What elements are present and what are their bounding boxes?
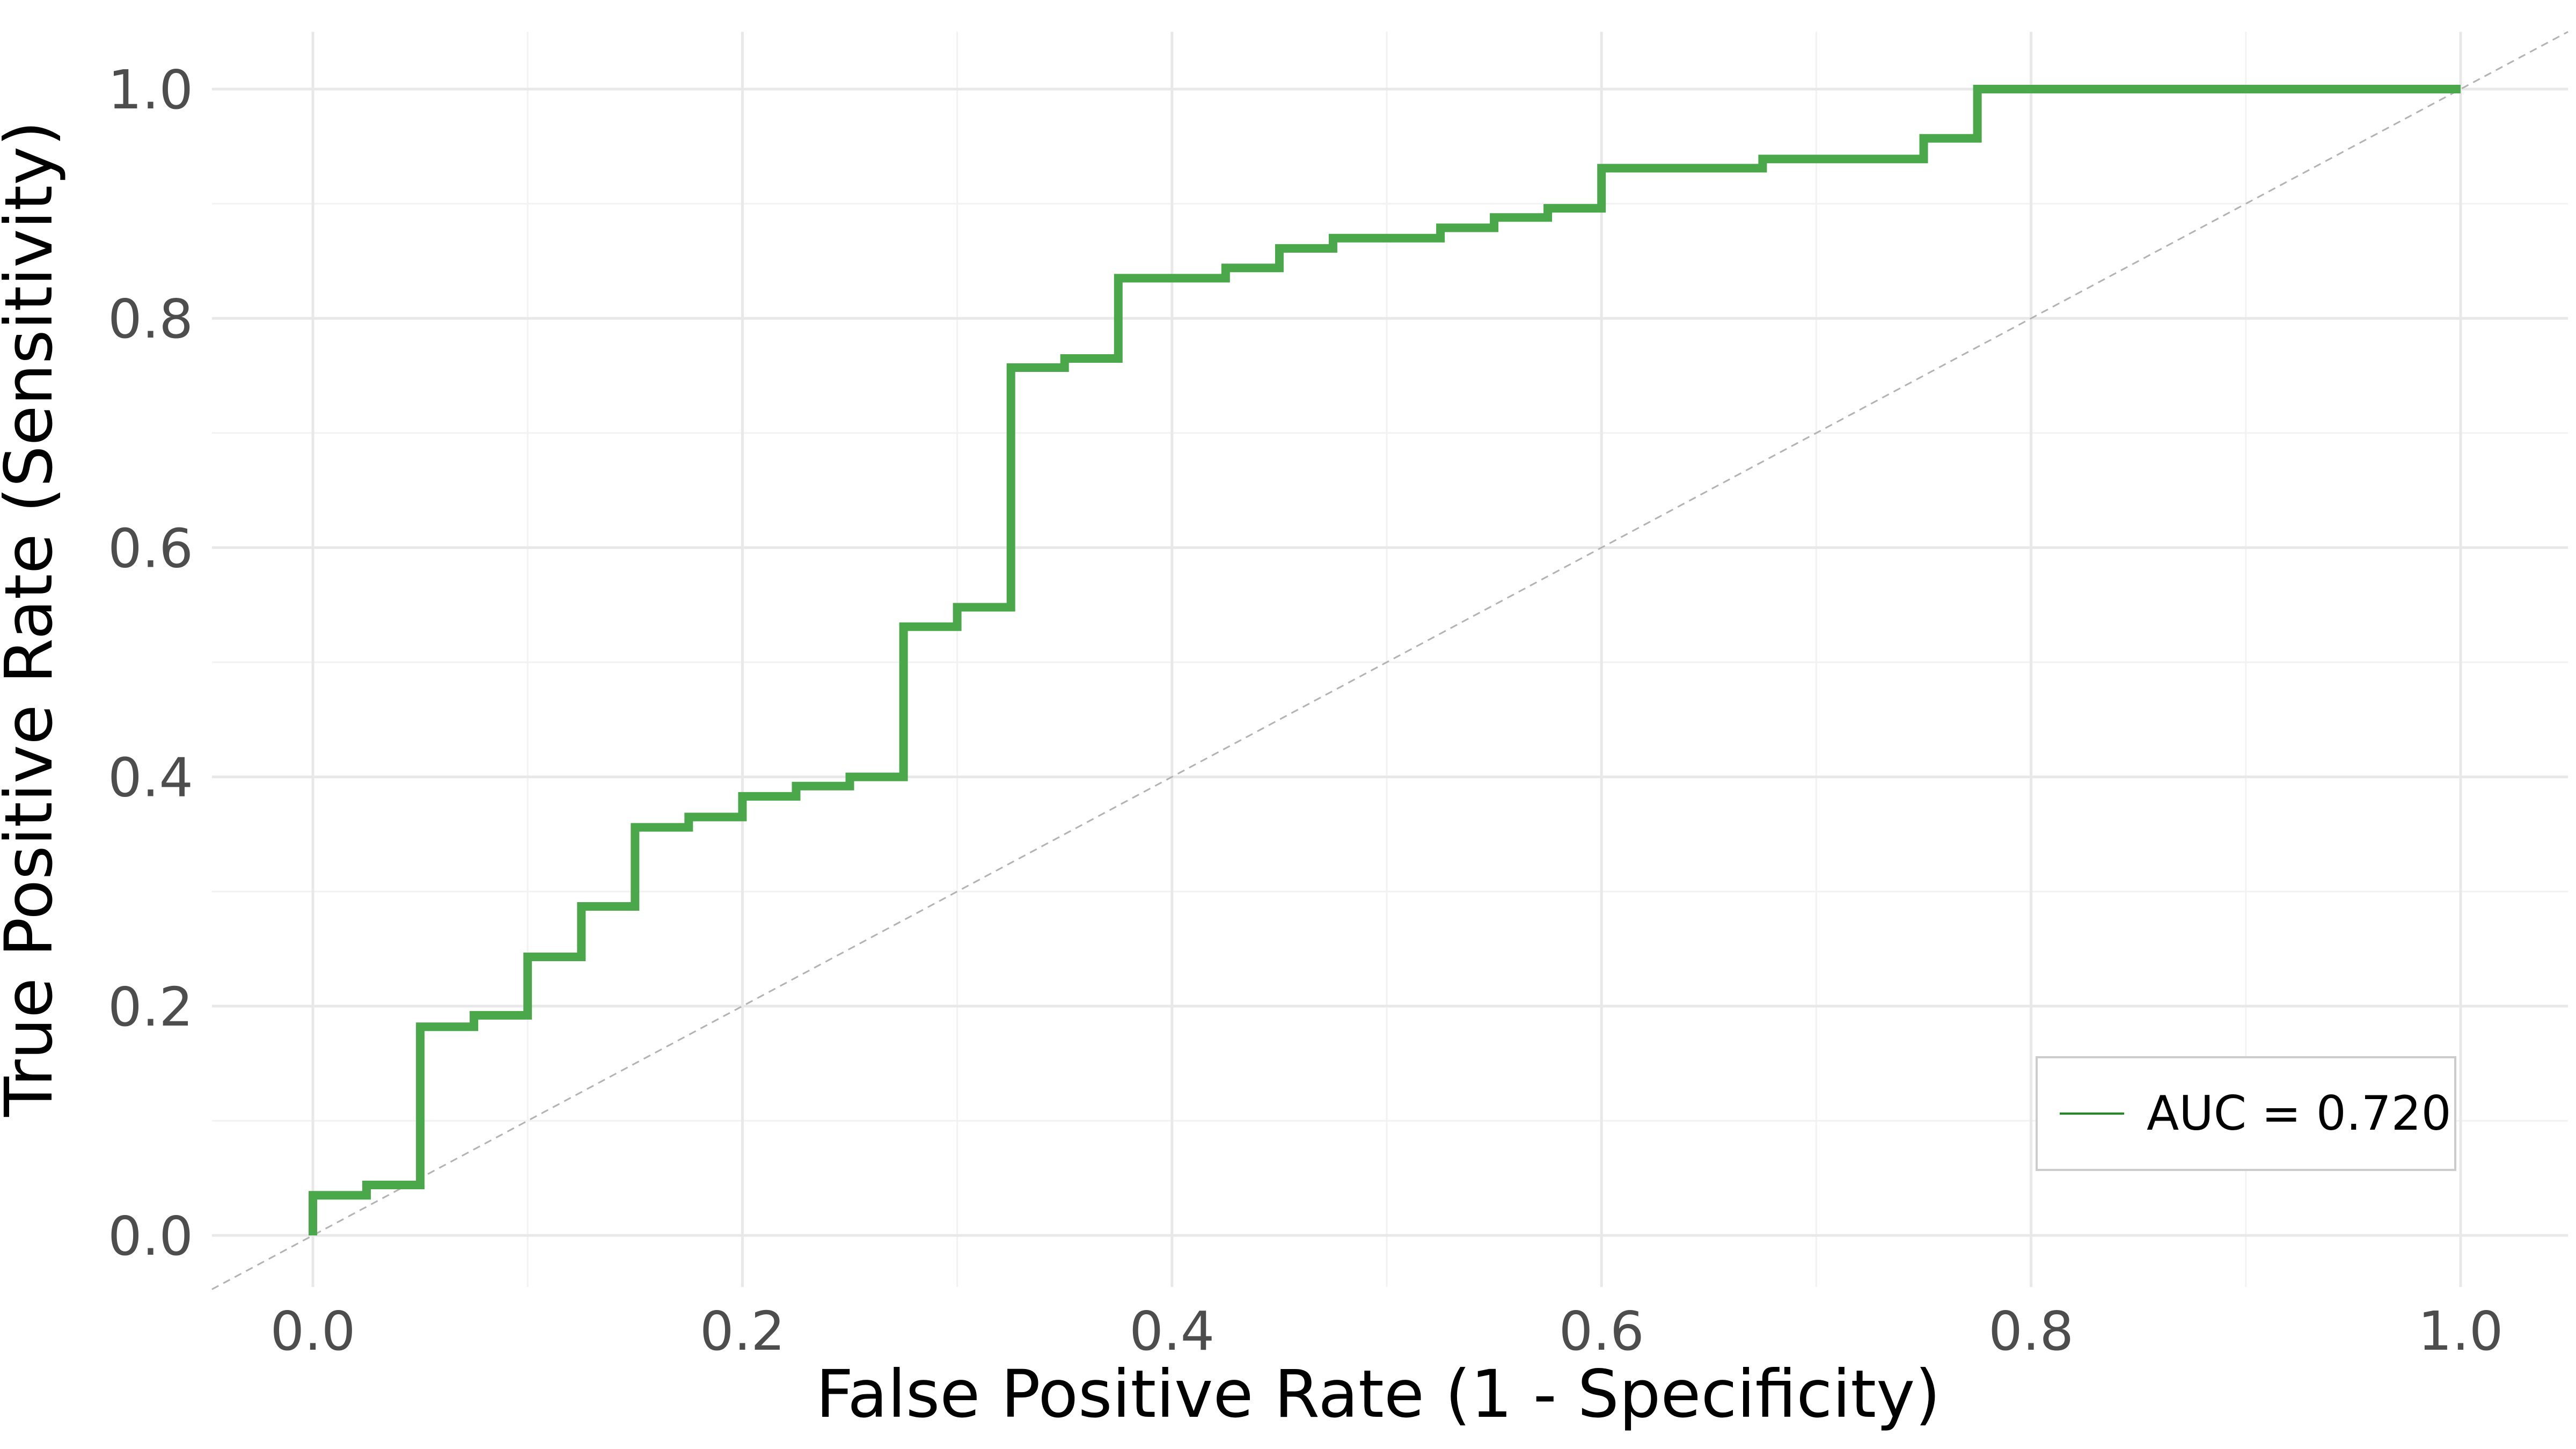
y-axis-tick-labels: 0.0 0.2 0.4 0.6 0.8 1.0 [108,58,193,1268]
chance-diagonal-line [211,31,2568,1290]
x-tick-label: 1.0 [2418,1300,2503,1363]
roc-curve-line [309,85,2461,1235]
y-tick-label: 0.6 [108,517,193,580]
y-tick-label: 0.0 [108,1205,193,1268]
legend: AUC = 0.720 [2036,1056,2456,1171]
x-axis-tick-labels: 0.0 0.2 0.4 0.6 0.8 1.0 [270,1300,2503,1363]
x-tick-label: 0.0 [270,1300,355,1363]
y-tick-label: 0.8 [108,288,193,350]
y-tick-label: 0.2 [108,976,193,1038]
x-tick-label: 0.6 [1559,1300,1644,1363]
x-tick-label: 0.8 [1988,1300,2074,1363]
legend-label: AUC = 0.720 [2147,1086,2451,1141]
x-axis-title: False Positive Rate (1 - Specificity) [816,1356,1941,1432]
y-tick-label: 1.0 [108,58,193,121]
x-tick-label: 0.4 [1129,1300,1214,1363]
y-tick-label: 0.4 [108,747,193,809]
y-axis-title: True Positive Rate (Sensitivity) [0,121,67,1117]
x-tick-label: 0.2 [700,1300,785,1363]
